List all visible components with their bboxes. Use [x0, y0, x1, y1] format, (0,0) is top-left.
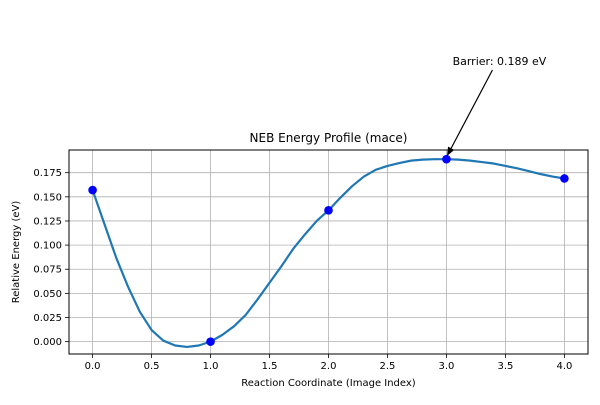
- image-point: [442, 154, 451, 164]
- y-ticks: 0.000 0.025 0.050 0.075 0.100 0.125 0.150 0.175: [33, 168, 69, 348]
- y-tick-label: 0.150: [33, 192, 62, 203]
- annotation-arrow-line: [450, 69, 493, 149]
- barrier-annotation: Barrier: 0.189 eV: [446, 55, 547, 157]
- y-tick-label: 0.025: [33, 313, 62, 324]
- chart-title: NEB Energy Profile (mace): [250, 131, 408, 145]
- y-tick-label: 0.100: [33, 241, 62, 252]
- annotation-text: Barrier: 0.189 eV: [453, 55, 547, 68]
- grid-lines: [69, 150, 588, 354]
- y-axis-label: Relative Energy (eV): [11, 201, 22, 304]
- x-axis-label: Reaction Coordinate (Image Index): [241, 378, 416, 389]
- y-tick-label: 0.000: [33, 337, 62, 348]
- y-tick-label: 0.175: [33, 168, 62, 179]
- image-points-group: [88, 154, 569, 346]
- x-tick-label: 2.5: [380, 361, 396, 372]
- x-tick-label: 1.5: [262, 361, 278, 372]
- x-tick-label: 3.5: [497, 361, 513, 372]
- x-ticks: 0.0 0.5 1.0 1.5 2.0 2.5 3.0 3.5 4.0: [85, 354, 572, 372]
- image-point: [324, 206, 333, 215]
- y-tick-label: 0.075: [33, 265, 62, 276]
- image-point: [88, 185, 97, 195]
- x-tick-label: 1.0: [203, 361, 219, 372]
- x-tick-label: 0.5: [144, 361, 160, 372]
- x-tick-label: 0.0: [85, 361, 101, 372]
- x-tick-label: 3.0: [439, 361, 455, 372]
- image-point: [560, 174, 569, 183]
- x-tick-label: 2.0: [321, 361, 337, 372]
- image-point: [206, 337, 215, 346]
- y-tick-label: 0.050: [33, 289, 62, 300]
- x-tick-label: 4.0: [556, 361, 572, 372]
- annotation-arrow-head: [446, 146, 455, 157]
- y-tick-label: 0.125: [33, 216, 62, 227]
